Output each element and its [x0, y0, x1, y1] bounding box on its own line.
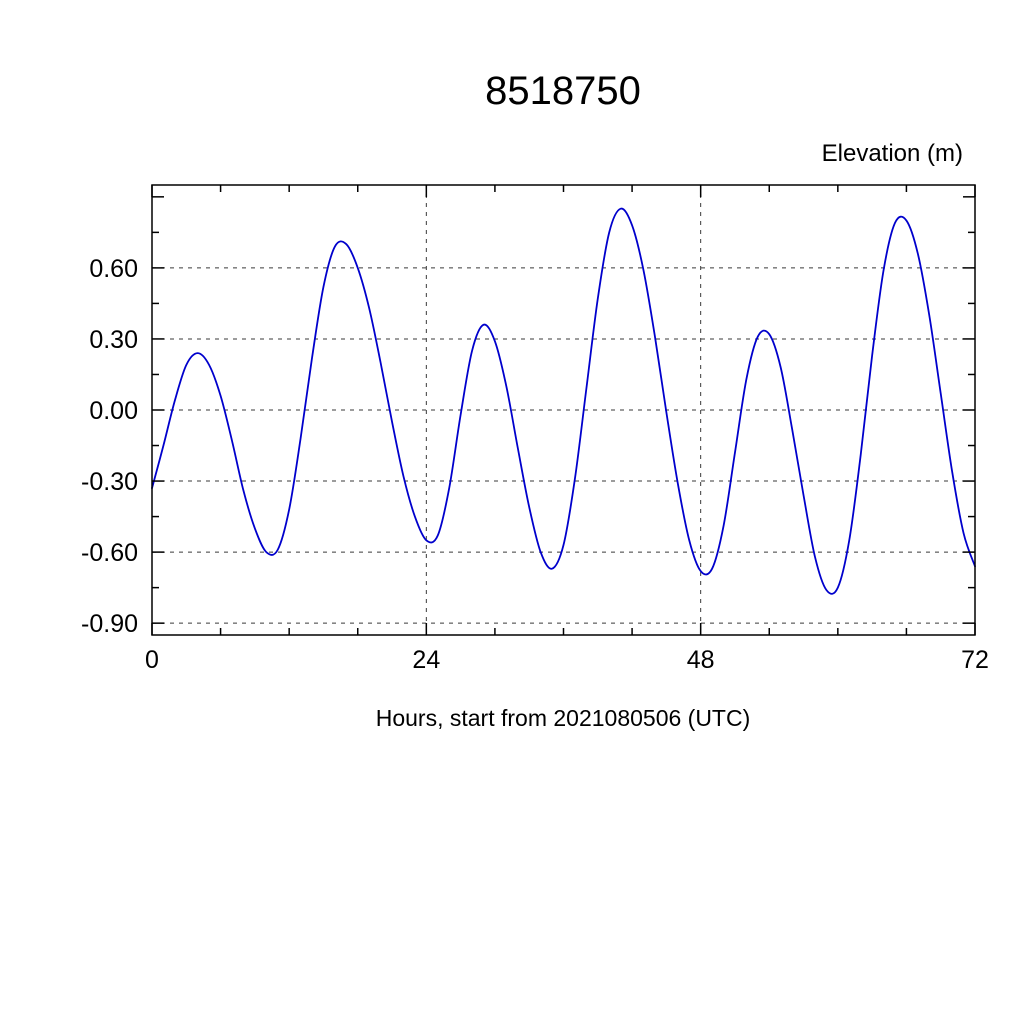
axes-frame	[151, 184, 976, 636]
y-tick-label: -0.60	[81, 539, 138, 567]
y-tick-label: 0.30	[89, 326, 138, 354]
x-tick-label: 24	[412, 646, 440, 674]
x-tick-label: 48	[687, 646, 715, 674]
plot-frame	[151, 184, 976, 636]
y-tick-label: 0.00	[89, 397, 138, 425]
gridlines	[152, 185, 975, 635]
y-axis-unit-label: Elevation (m)	[822, 140, 963, 167]
x-tick-label: 0	[145, 646, 159, 674]
elevation-line	[151, 207, 976, 595]
x-tick-label: 72	[961, 646, 989, 674]
y-tick-label: -0.30	[81, 468, 138, 496]
tick-labels: 0 24 48 72 -0.90 -0.60 -0.30 0.00 0.30 0.60	[81, 255, 989, 674]
y-tick-label: -0.90	[81, 610, 138, 638]
chart-title: 8518750	[485, 69, 641, 113]
x-axis-title: Hours, start from 2021080506 (UTC)	[376, 705, 751, 731]
y-tick-label: 0.60	[89, 255, 138, 283]
elevation-curve	[151, 207, 976, 595]
